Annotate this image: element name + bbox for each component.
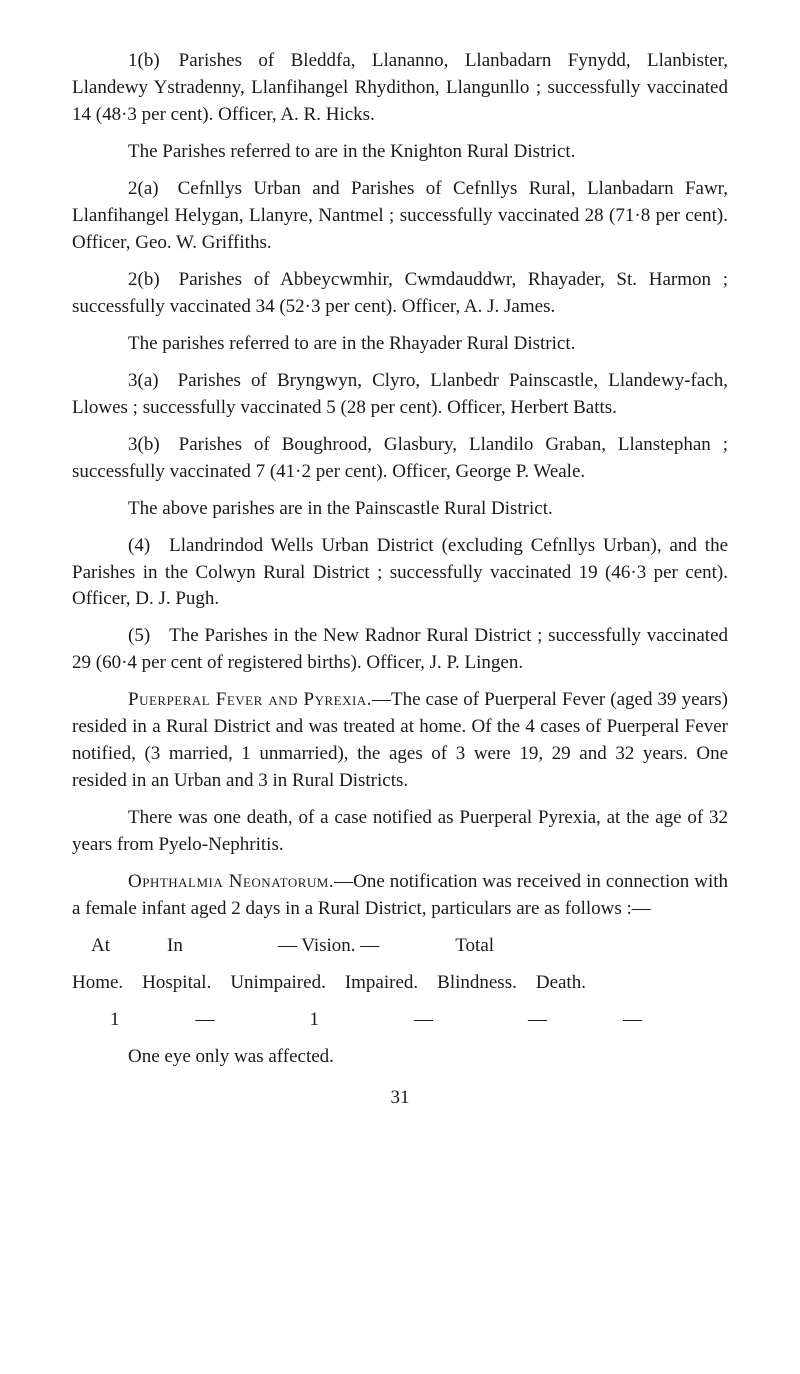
body-paragraph: The Parishes referred to are in the Knig… — [72, 139, 728, 166]
page-number: 31 — [72, 1085, 728, 1112]
body-paragraph: The above parishes are in the Painscastl… — [72, 496, 728, 523]
section-heading: Puerperal Fever and Pyrexia. — [128, 689, 372, 710]
body-paragraph: 3(b) Parishes of Boughrood, Glasbury, Ll… — [72, 432, 728, 486]
body-paragraph: (4) Llandrindod Wells Urban District (ex… — [72, 533, 728, 614]
table-row: Home. Hospital. Unimpaired. Impaired. Bl… — [72, 970, 728, 997]
body-paragraph: 2(b) Parishes of Abbeycwmhir, Cwmdauddwr… — [72, 267, 728, 321]
body-paragraph: Ophthalmia Neonatorum.—One notification … — [72, 869, 728, 923]
body-paragraph: (5) The Parishes in the New Radnor Rural… — [72, 623, 728, 677]
body-paragraph: 1(b) Parishes of Bleddfa, Llananno, Llan… — [72, 48, 728, 129]
body-paragraph: There was one death, of a case notified … — [72, 805, 728, 859]
table-row: At In — Vision. — Total — [72, 933, 728, 960]
body-paragraph: The parishes referred to are in the Rhay… — [72, 331, 728, 358]
body-paragraph: Puerperal Fever and Pyrexia.—The case of… — [72, 687, 728, 795]
table-row: 1 — 1 — — — — [72, 1007, 728, 1034]
body-paragraph: 3(a) Parishes of Bryngwyn, Clyro, Llanbe… — [72, 368, 728, 422]
section-heading: Ophthalmia Neonatorum. — [128, 871, 334, 892]
body-paragraph: One eye only was affected. — [72, 1044, 728, 1071]
body-paragraph: 2(a) Cefnllys Urban and Parishes of Cefn… — [72, 176, 728, 257]
